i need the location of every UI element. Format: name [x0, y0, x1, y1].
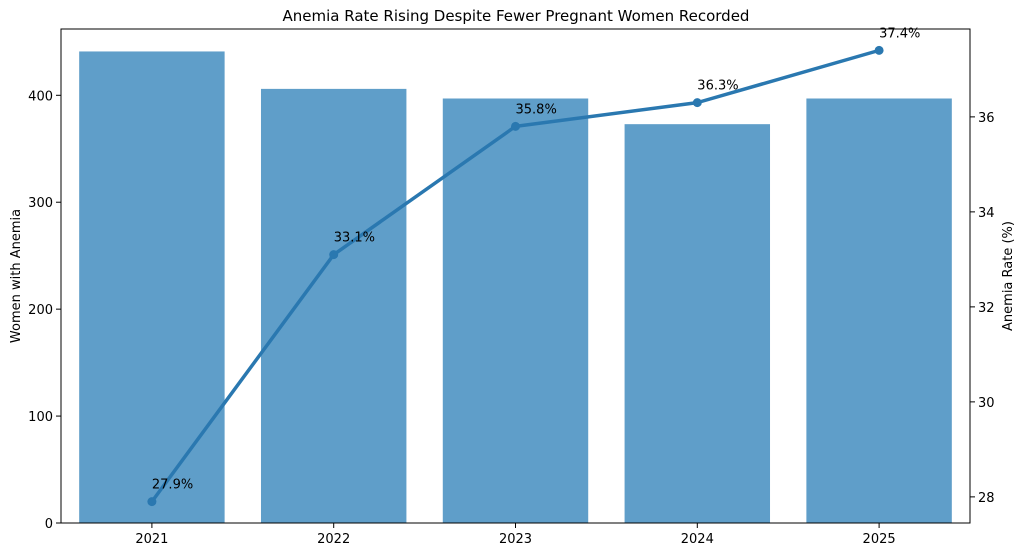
bar-2025 — [806, 98, 952, 523]
rate-point-2025 — [874, 45, 884, 55]
rate-label-2023: 35.8% — [516, 102, 557, 117]
y-tick-label-right-34: 34 — [978, 206, 995, 221]
rate-line-layer: 27.9% 33.1% 35.8% 36.3% 37.4% — [147, 26, 920, 507]
y-axis-label-right: Anemia Rate (%) — [1001, 221, 1016, 331]
x-tick-label-2022: 2022 — [317, 532, 350, 547]
y-tick-label-right-28: 28 — [978, 491, 995, 506]
chart-title: Anemia Rate Rising Despite Fewer Pregnan… — [283, 7, 750, 25]
bar-2022 — [260, 88, 407, 523]
bar-2023 — [442, 98, 589, 523]
bar-2024 — [624, 124, 771, 524]
x-tick-label-2024: 2024 — [681, 532, 714, 547]
y-axis-label-left: Women with Anemia — [9, 209, 24, 343]
axes-layer: 0 100 200 300 400 28 30 32 34 36 2021 2022 2023 2024 2… — [28, 28, 995, 547]
x-tick-label-2025: 2025 — [863, 532, 896, 547]
x-tick-label-2023: 2023 — [499, 532, 532, 547]
rate-label-2025: 37.4% — [879, 26, 920, 41]
rate-label-2021: 27.9% — [152, 478, 193, 493]
rate-label-2022: 33.1% — [334, 231, 375, 246]
bar-2021 — [79, 51, 225, 524]
rate-point-2022 — [329, 250, 339, 260]
y-tick-label-right-36: 36 — [978, 111, 995, 126]
rate-label-2024: 36.3% — [697, 79, 738, 94]
y-tick-label-left-0: 0 — [45, 517, 53, 532]
rate-point-2024 — [692, 98, 702, 108]
y-tick-label-left-300: 300 — [28, 196, 53, 211]
y-tick-label-right-32: 32 — [978, 301, 995, 316]
rate-point-2023 — [511, 121, 520, 131]
y-tick-label-left-400: 400 — [28, 89, 53, 104]
y-tick-label-left-100: 100 — [28, 410, 53, 425]
rate-point-2021 — [147, 497, 157, 507]
x-tick-label-2021: 2021 — [135, 532, 168, 547]
y-tick-label-left-200: 200 — [28, 303, 53, 318]
y-tick-label-right-30: 30 — [978, 396, 995, 411]
bars-layer — [79, 51, 952, 524]
